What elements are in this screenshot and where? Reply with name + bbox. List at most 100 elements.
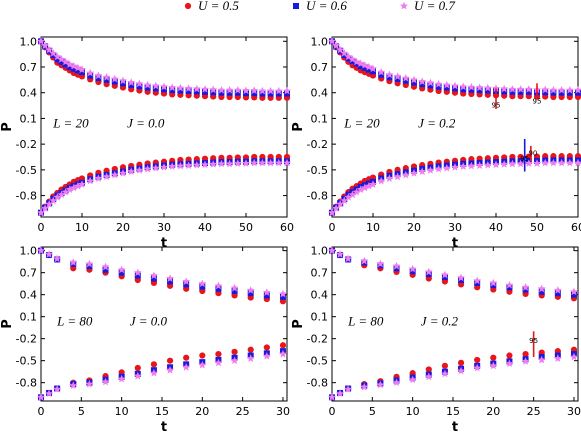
data-point — [336, 45, 345, 54]
data-point — [259, 90, 266, 97]
legend: U = 0.5 U = 0.6 U = 0.7 — [184, 0, 455, 13]
data-point — [489, 278, 498, 287]
data-point — [66, 64, 73, 70]
data-point — [41, 41, 50, 49]
data-point — [509, 88, 516, 95]
data-point — [201, 160, 209, 169]
x-tick-label: 20 — [195, 405, 209, 418]
data-point — [85, 259, 94, 268]
data-point — [550, 89, 557, 96]
data-point — [516, 159, 525, 168]
data-point — [457, 359, 465, 366]
data-point — [243, 90, 249, 97]
y-tick-label: -0.8 — [16, 377, 37, 390]
x-tick-label: 10 — [406, 405, 420, 418]
data-point — [434, 164, 443, 173]
data-point — [231, 348, 238, 355]
data-point — [521, 283, 530, 291]
data-point — [459, 162, 468, 170]
legend-label: U = 0.6 — [306, 0, 347, 13]
data-point — [62, 61, 69, 68]
data-point — [328, 37, 336, 45]
data-point — [201, 85, 209, 93]
data-point — [575, 89, 581, 96]
data-point — [199, 352, 206, 359]
x-tick-label: 60 — [280, 221, 294, 234]
data-point — [361, 64, 368, 71]
y-tick-label: 0.7 — [20, 61, 38, 74]
data-point — [111, 78, 118, 85]
x-tick-label: 0 — [329, 405, 336, 418]
data-point — [176, 83, 185, 92]
data-point — [133, 371, 142, 380]
y-tick-label: 0.1 — [311, 311, 329, 324]
data-point — [344, 254, 353, 263]
data-point — [45, 250, 54, 258]
y-tick-label: 0.1 — [20, 311, 38, 324]
data-point — [230, 283, 239, 292]
data-point — [57, 190, 66, 199]
data-point — [474, 356, 481, 364]
data-point — [199, 283, 206, 290]
y-tick-label: -0.8 — [16, 190, 37, 203]
y-tick-label: 0.4 — [311, 289, 329, 302]
data-point — [521, 357, 530, 365]
data-point — [557, 85, 566, 94]
data-point — [133, 268, 142, 277]
x-tick-label: 25 — [527, 405, 541, 418]
data-point — [251, 90, 258, 97]
y-tick-label: 0.1 — [20, 112, 38, 125]
data-point — [182, 277, 191, 285]
data-point — [476, 87, 483, 94]
data-point — [54, 56, 61, 63]
data-point — [87, 72, 94, 79]
data-point — [537, 284, 546, 293]
series-star — [328, 37, 581, 217]
data-point — [246, 354, 255, 362]
legend-entry: U = 0.6 — [293, 0, 347, 13]
series-star — [328, 246, 578, 401]
data-point — [506, 284, 513, 291]
data-point — [524, 85, 533, 93]
annotation-J: J = 0.2 — [421, 313, 459, 328]
data-point — [410, 75, 418, 84]
data-point — [364, 181, 373, 190]
data-point — [128, 82, 135, 88]
data-point — [58, 58, 65, 65]
data-point — [541, 85, 550, 94]
data-point — [442, 80, 451, 89]
data-point — [217, 85, 226, 94]
data-point — [344, 385, 353, 393]
data-point — [215, 285, 222, 292]
data-point — [490, 354, 497, 361]
data-point — [69, 381, 78, 389]
data-point — [501, 88, 508, 95]
data-point — [558, 89, 565, 96]
annotation-J: J = 0.0 — [130, 313, 168, 328]
data-point — [441, 274, 448, 281]
data-point — [505, 280, 514, 289]
data-point — [79, 69, 85, 76]
data-point — [214, 358, 223, 367]
data-point — [357, 63, 364, 70]
x-tick-label: 30 — [157, 221, 171, 234]
y-tick-label: -0.2 — [16, 138, 37, 151]
data-point — [553, 354, 562, 362]
legend-entry: U = 0.7 — [400, 0, 455, 13]
x-tick-label: 15 — [446, 405, 460, 418]
data-point — [440, 369, 449, 378]
x-tick-label: 60 — [571, 221, 581, 234]
data-point — [508, 159, 517, 168]
data-point — [475, 161, 484, 169]
data-point — [78, 65, 86, 73]
data-point — [385, 70, 394, 79]
data-point — [274, 158, 283, 167]
y-tick-label: -0.5 — [307, 355, 328, 368]
data-point — [143, 80, 152, 89]
x-tick-label: 40 — [489, 221, 503, 234]
legend-marker — [293, 3, 299, 9]
data-point — [440, 270, 449, 279]
data-point — [369, 64, 377, 73]
data-point — [424, 372, 433, 381]
data-point — [86, 68, 95, 77]
